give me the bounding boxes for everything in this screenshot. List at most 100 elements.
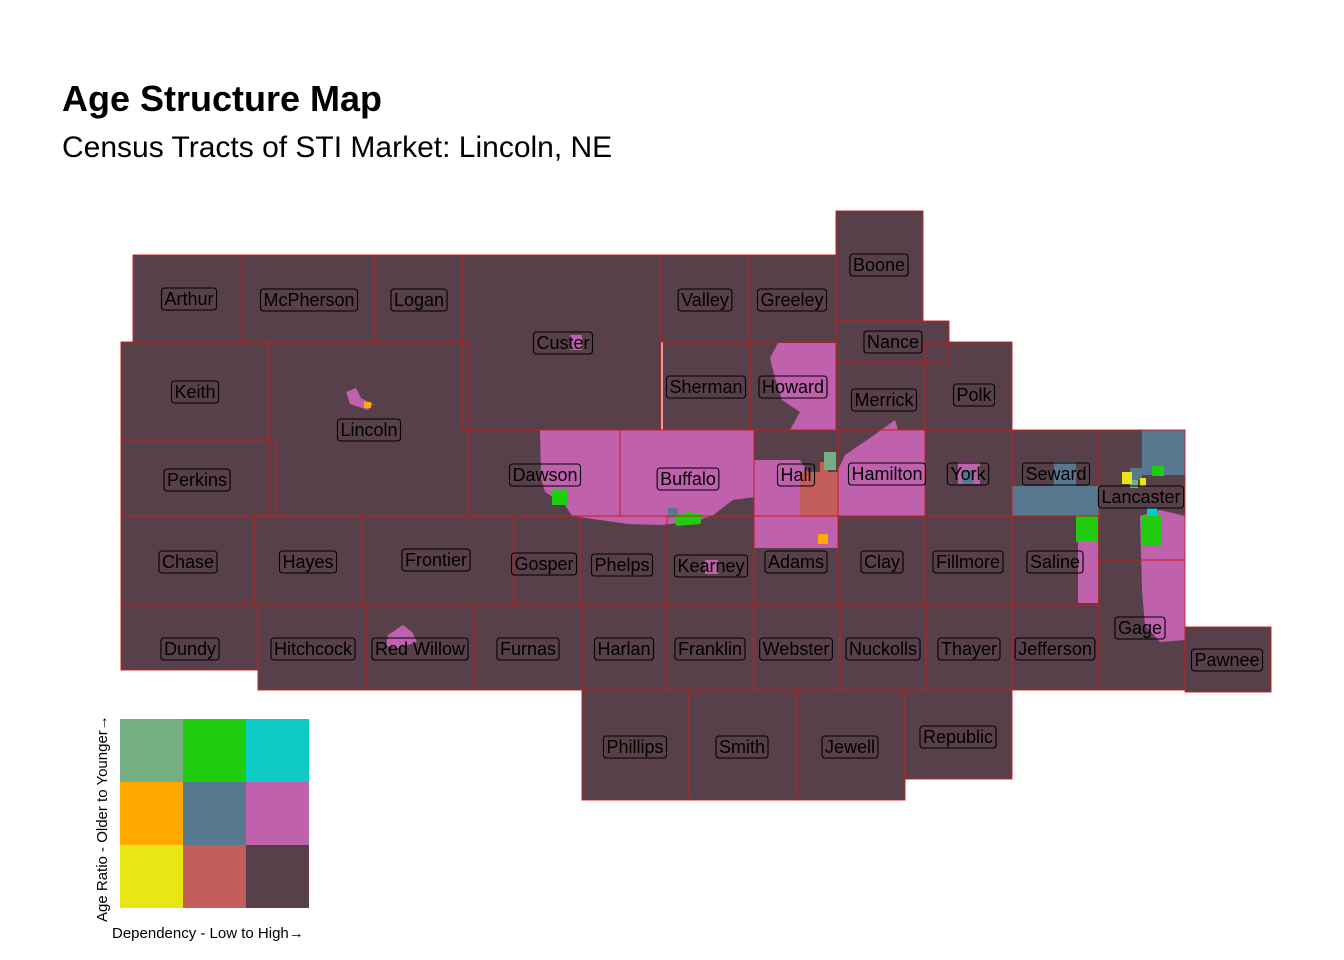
county-perkins [121,441,276,516]
county-name: Chase [162,552,214,572]
county-label-gosper: Gosper [510,552,578,576]
county-label-lancaster: Lancaster [1097,485,1185,509]
county-name: York [950,464,986,484]
county-label-furnas: Furnas [496,637,560,661]
county-name: Logan [394,290,444,310]
county-label-harlan: Harlan [593,637,655,661]
county-label-perkins: Perkins [163,468,231,492]
county-name: Hayes [282,552,333,572]
county-name: Adams [768,552,824,572]
county-pawnee [1185,627,1271,692]
county-name: Hitchcock [274,639,353,659]
tract-pink-3 [770,343,836,430]
county-phillips [582,690,689,800]
county-label-franklin: Franklin [674,637,746,661]
county-name: Perkins [167,470,227,490]
tract-pink-8 [386,625,417,648]
tract-orange-15 [818,534,828,544]
county-label-dawson: Dawson [508,463,582,487]
county-name: Keith [174,382,215,402]
county-name: Valley [681,290,729,310]
county-mcpherson [243,255,375,342]
county-name: Gosper [514,554,573,574]
legend-cell-1-1 [183,782,246,845]
county-name: Republic [923,727,993,747]
county-name: Gage [1118,618,1162,638]
county-name: Hamilton [851,464,922,484]
legend-y-label: Age Ratio - Older to Younger→ [94,715,111,922]
county-label-nuckolls: Nuckolls [845,637,921,661]
county-name: Buffalo [660,469,716,489]
tract-orange-16 [364,402,371,408]
county-webster [754,605,840,690]
county-jewell [797,690,905,800]
county-name: Merrick [855,390,915,410]
county-valley [661,255,749,342]
county-name: Harlan [597,639,650,659]
county-label-phillips: Phillips [602,735,668,759]
county-name: Smith [719,737,765,757]
tract-sage-14 [1130,480,1138,488]
county-label-chase: Chase [158,550,218,574]
county-label-jewell: Jewell [821,735,879,759]
tract-yellow-17 [1122,472,1132,484]
county-name: Dawson [512,465,577,485]
county-label-boone: Boone [849,253,909,277]
legend-cell-0-1 [183,719,246,782]
county-smith [689,690,797,800]
county-franklin [667,605,754,690]
county-name: Hall [780,465,811,485]
county-name: Arthur [164,289,213,309]
county-arthur [133,255,243,342]
county-label-polk: Polk [952,383,996,407]
county-label-pawnee: Pawnee [1190,648,1264,672]
tract-pink-0 [540,430,754,525]
county-label-arthur: Arthur [160,287,218,311]
map-title: Age Structure Map [62,78,383,119]
county-thayer [926,605,1012,690]
tract-steel-5 [1130,468,1142,480]
tract-pink-11 [705,560,718,574]
county-name: Fillmore [936,552,1000,572]
tract-steel-4 [668,508,678,518]
county-nuckolls [840,605,926,690]
county-name: Thayer [941,639,997,659]
county-name: Howard [762,377,824,397]
county-border [904,689,1013,780]
county-label-valley: Valley [677,288,733,312]
tract-pink-6 [1078,540,1098,603]
legend-cell-1-2 [246,782,309,845]
county-label-merrick: Merrick [850,388,918,412]
county-label-adams: Adams [764,550,828,574]
county-label-hamilton: Hamilton [847,462,927,486]
legend-cell-2-0 [120,845,183,908]
legend-cell-2-1 [183,845,246,908]
county-label-red-willow: Red Willow [371,637,469,661]
county-label-keith: Keith [170,380,220,404]
county-name: Nuckolls [849,639,917,659]
county-name: Greeley [760,290,823,310]
county-label-clay: Clay [860,550,904,574]
county-label-smith: Smith [715,735,769,759]
county-name: Polk [956,385,992,405]
county-label-hayes: Hayes [278,550,338,574]
county-frontier [362,516,514,605]
county-label-hitchcock: Hitchcock [270,637,356,661]
tract-green-10 [1076,516,1098,542]
county-label-mcpherson: McPherson [259,288,359,312]
county-fill-patch [925,342,1012,430]
county-name: Pawnee [1194,650,1259,670]
county-name: Webster [763,639,830,659]
county-label-jefferson: Jefferson [1014,637,1096,661]
county-name: Phelps [594,555,649,575]
county-name: Seward [1025,464,1086,484]
county-label-republic: Republic [919,725,997,749]
county-name: Frontier [405,550,467,570]
county-sherman [663,342,750,430]
county-name: Lancaster [1101,487,1180,507]
county-label-logan: Logan [390,288,448,312]
tract-salmon-6 [800,472,838,516]
county-red-willow [366,605,475,690]
county-name: Custer [536,333,589,353]
tract-steel-1 [1012,486,1099,516]
